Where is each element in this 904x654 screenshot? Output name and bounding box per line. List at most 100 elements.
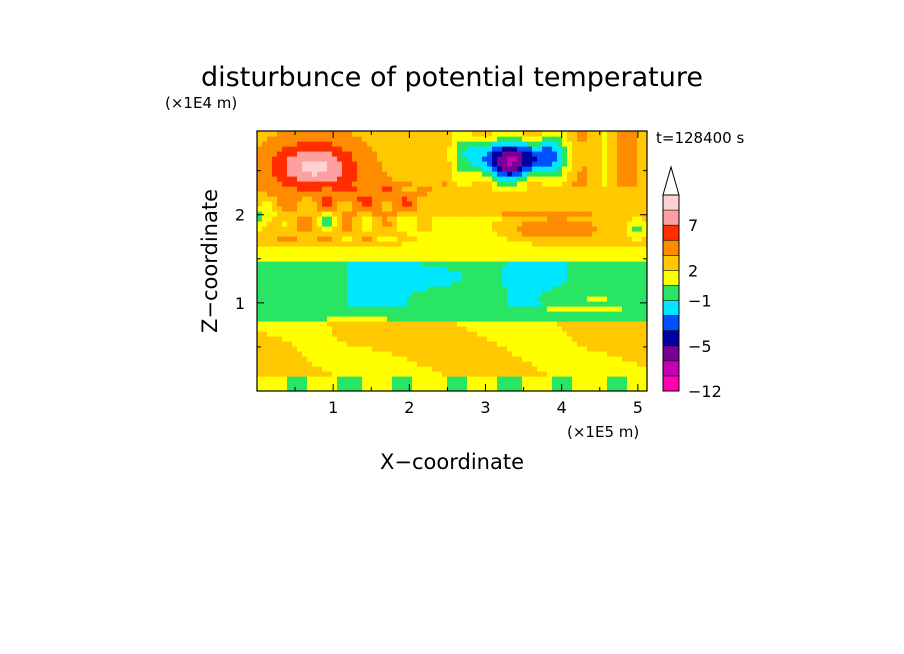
field-cell — [557, 281, 563, 287]
field-cell — [407, 161, 413, 167]
field-cell — [427, 236, 433, 242]
field-cell — [547, 276, 553, 282]
field-cell — [467, 331, 473, 337]
field-cell — [567, 251, 573, 257]
field-cell — [547, 316, 553, 322]
field-cell — [282, 271, 288, 277]
field-cell — [327, 316, 333, 322]
field-cell — [332, 361, 338, 367]
field-cell — [517, 296, 523, 302]
field-cell — [547, 361, 553, 367]
field-cell — [522, 346, 528, 352]
field-cell — [322, 386, 328, 391]
field-cell — [627, 346, 633, 352]
field-cell — [417, 246, 423, 252]
field-cell — [547, 271, 553, 277]
field-cell — [632, 146, 638, 152]
field-cell — [542, 331, 548, 337]
field-cell — [452, 246, 458, 252]
field-cell — [517, 341, 523, 347]
field-cell — [597, 181, 603, 187]
field-cell — [557, 241, 563, 247]
field-cell — [347, 141, 353, 147]
field-cell — [347, 306, 353, 312]
field-cell — [487, 261, 493, 267]
field-cell — [602, 341, 608, 347]
field-cell — [467, 131, 473, 137]
field-cell — [292, 341, 298, 347]
field-cell — [337, 201, 343, 207]
field-cell — [362, 231, 368, 237]
field-cell — [482, 231, 488, 237]
field-cell — [457, 356, 463, 362]
field-cell — [592, 371, 598, 377]
field-cell — [357, 346, 363, 352]
field-cell — [372, 386, 378, 391]
field-cell — [637, 196, 643, 202]
field-cell — [397, 176, 403, 182]
field-cell — [557, 316, 563, 322]
field-cell — [482, 246, 488, 252]
field-cell — [307, 161, 313, 167]
field-cell — [617, 331, 623, 337]
field-cell — [532, 131, 538, 137]
field-cell — [612, 146, 618, 152]
field-cell — [297, 146, 303, 152]
field-cell — [282, 226, 288, 232]
field-cell — [437, 361, 443, 367]
field-cell — [362, 211, 368, 217]
field-cell — [552, 241, 558, 247]
field-cell — [582, 206, 588, 212]
field-cell — [297, 376, 303, 382]
field-cell — [292, 161, 298, 167]
field-cell — [372, 206, 378, 212]
field-cell — [542, 306, 548, 312]
field-cell — [322, 286, 328, 292]
field-cell — [387, 276, 393, 282]
field-cell — [347, 206, 353, 212]
field-cell — [297, 326, 303, 332]
field-cell — [612, 316, 618, 322]
field-cell — [402, 236, 408, 242]
field-cell — [277, 251, 283, 257]
field-cell — [352, 291, 358, 297]
field-cell — [532, 316, 538, 322]
field-cell — [482, 366, 488, 372]
field-cell — [557, 371, 563, 377]
field-cell — [557, 276, 563, 282]
field-cell — [392, 306, 398, 312]
field-cell — [357, 296, 363, 302]
field-cell — [357, 281, 363, 287]
field-cell — [277, 311, 283, 317]
field-cell — [582, 191, 588, 197]
field-cell — [332, 311, 338, 317]
field-cell — [462, 141, 468, 147]
field-cell — [627, 221, 633, 227]
field-cell — [477, 376, 483, 382]
field-cell — [292, 361, 298, 367]
field-cell — [642, 316, 647, 322]
field-cell — [372, 266, 378, 272]
field-cell — [372, 216, 378, 222]
field-cell — [487, 271, 493, 277]
field-cell — [327, 321, 333, 327]
field-cell — [397, 166, 403, 172]
field-cell — [532, 271, 538, 277]
field-cell — [287, 221, 293, 227]
field-cell — [347, 271, 353, 277]
field-cell — [562, 251, 568, 257]
field-cell — [537, 381, 543, 387]
field-cell — [487, 361, 493, 367]
field-cell — [262, 356, 268, 362]
field-cell — [322, 296, 328, 302]
field-cell — [572, 271, 578, 277]
field-cell — [262, 271, 268, 277]
field-cell — [562, 141, 568, 147]
field-cell — [487, 276, 493, 282]
field-cell — [607, 226, 613, 232]
field-cell — [617, 361, 623, 367]
field-cell — [582, 241, 588, 247]
field-cell — [347, 316, 353, 322]
field-cell — [587, 166, 593, 172]
field-cell — [352, 296, 358, 302]
